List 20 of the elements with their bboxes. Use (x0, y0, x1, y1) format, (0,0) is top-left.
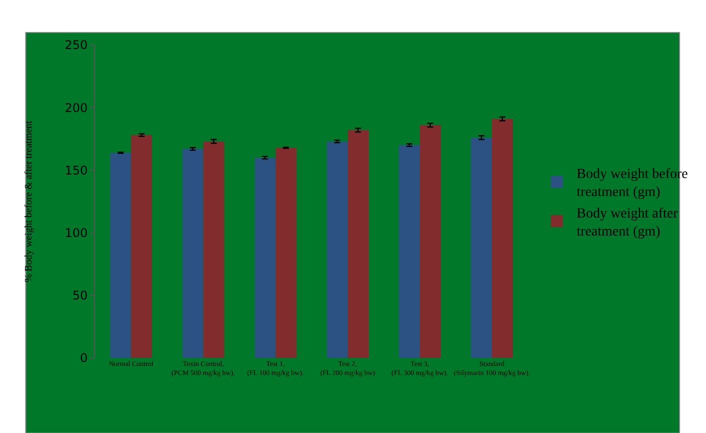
y-tick-label: 250 (64, 38, 88, 52)
bar (182, 148, 204, 358)
y-tick-label: 200 (64, 100, 88, 115)
y-tick-label: 50 (72, 288, 88, 303)
bar (275, 148, 296, 358)
bar (326, 141, 348, 358)
bar (131, 135, 152, 358)
y-tick-label: 0 (80, 351, 88, 366)
legend-label: Body weight after treatment (gm) (576, 206, 678, 240)
bar (110, 152, 132, 358)
bar (420, 125, 441, 358)
bar (398, 145, 420, 358)
bar (254, 158, 276, 358)
bar (348, 130, 369, 358)
bar (470, 138, 492, 358)
y-axis-title: % Body weight before & after treatment (24, 120, 35, 282)
bar (492, 118, 513, 358)
y-tick-label: 100 (64, 226, 88, 240)
y-tick-label: 150 (64, 163, 88, 178)
bar (203, 141, 224, 358)
